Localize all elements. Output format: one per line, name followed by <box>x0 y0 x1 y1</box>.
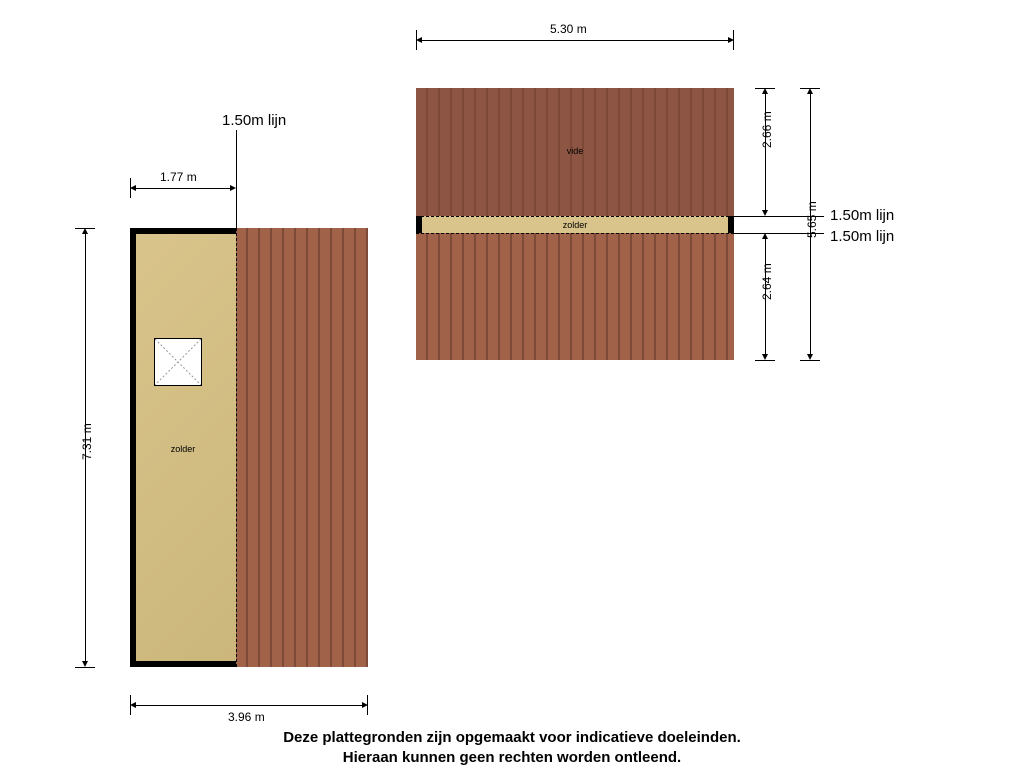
dim-arrow <box>807 354 813 360</box>
skylight <box>154 338 202 386</box>
dim-tick <box>755 360 775 361</box>
dim-arrow <box>762 88 768 94</box>
left-wall-bottom <box>130 661 236 667</box>
dim-right-top: 5.30 m <box>550 22 587 36</box>
callout-left: 1.50m lijn <box>222 112 286 129</box>
left-wall-top <box>130 228 236 234</box>
left-dash-line <box>236 228 237 667</box>
right-dash-lower <box>416 233 734 234</box>
left-zolder-label: zolder <box>130 444 236 454</box>
dim-left-bottom: 3.96 m <box>228 710 265 724</box>
disclaimer: Deze plattegronden zijn opgemaakt voor i… <box>0 728 1024 768</box>
dim-tick <box>236 178 237 198</box>
dim-tick <box>75 667 95 668</box>
leader <box>734 233 824 234</box>
dim-right-lower: 2.64 m <box>760 263 774 300</box>
disclaimer-line2: Hieraan kunnen geen rechten worden ontle… <box>343 749 681 766</box>
right-vide-label: vide <box>416 146 734 156</box>
dim-arrow <box>130 702 136 708</box>
dim-left-top-partial: 1.77 m <box>160 170 197 184</box>
dim-left-height: 7.31 m <box>80 423 94 460</box>
dim-arrow <box>362 702 368 708</box>
callout-right-lower: 1.50m lijn <box>830 228 894 245</box>
dim-arrow <box>728 37 734 43</box>
dim-arrow <box>416 37 422 43</box>
dim-line <box>136 705 362 706</box>
dim-arrow <box>762 354 768 360</box>
dim-right-upper: 2.66 m <box>760 111 774 148</box>
disclaimer-line1: Deze plattegronden zijn opgemaakt voor i… <box>283 729 741 746</box>
dim-arrow <box>807 88 813 94</box>
dim-line <box>422 40 728 41</box>
right-zolder-label: zolder <box>416 220 734 230</box>
leader <box>734 216 824 217</box>
right-roof-lower <box>416 233 734 360</box>
callout-right-upper: 1.50m lijn <box>830 207 894 224</box>
right-dash-upper <box>416 216 734 217</box>
dim-arrow <box>82 228 88 234</box>
dim-arrow <box>82 661 88 667</box>
dim-arrow <box>130 185 136 191</box>
floorplan-canvas: vide zolder 5.30 m 2.66 m 2.64 m 5.65 m … <box>0 0 1024 768</box>
left-roof <box>236 228 368 667</box>
dim-line <box>136 188 230 189</box>
dim-tick <box>800 360 820 361</box>
dim-arrow <box>230 185 236 191</box>
